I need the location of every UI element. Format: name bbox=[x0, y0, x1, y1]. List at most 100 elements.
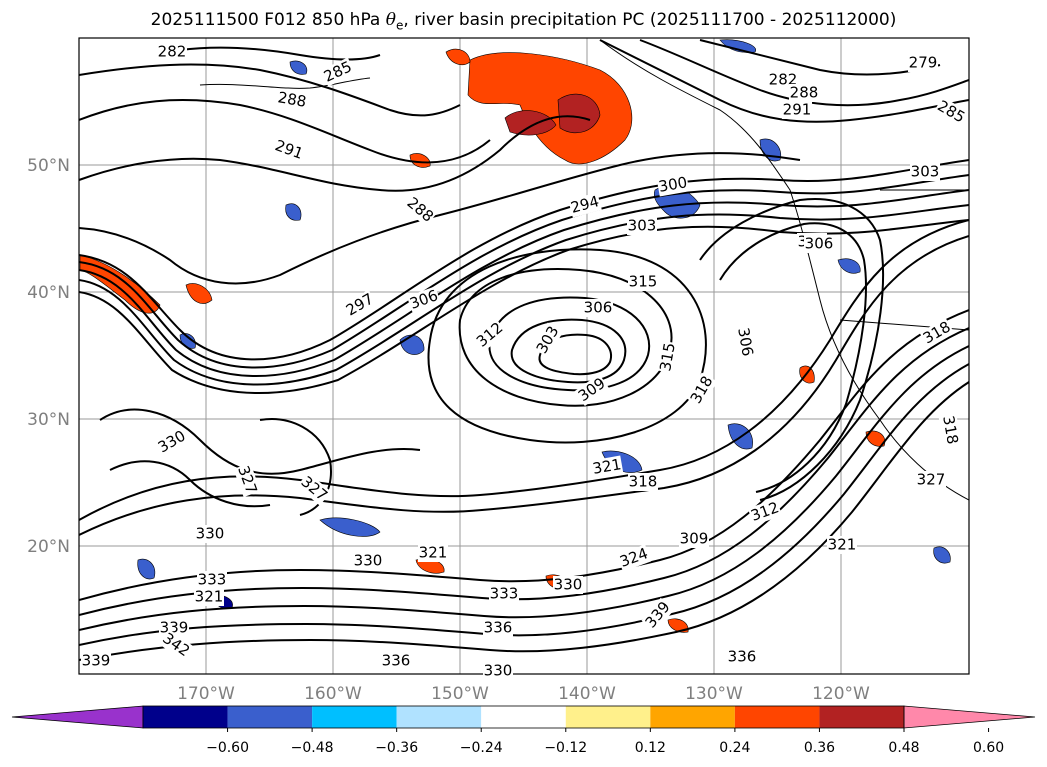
contour-label-bg bbox=[81, 652, 111, 670]
colorbar-segment bbox=[396, 706, 482, 728]
colorbar-segment bbox=[565, 706, 651, 728]
contour-label-bg bbox=[418, 544, 448, 562]
contour-label: 333 bbox=[198, 571, 227, 589]
colorbar-segment bbox=[481, 706, 566, 728]
contour-label-bg bbox=[590, 455, 624, 479]
contour-label-bg bbox=[406, 286, 442, 314]
contour-label: 279 bbox=[909, 54, 938, 72]
contour-label: 327 bbox=[917, 471, 946, 489]
colorbar-border bbox=[142, 705, 905, 729]
contour-label-bg bbox=[574, 374, 610, 406]
contour-label-bg bbox=[472, 318, 508, 352]
contour-label-bg bbox=[296, 472, 332, 506]
contour-label: 330 bbox=[354, 552, 383, 570]
contour-label-bg bbox=[583, 299, 613, 317]
contour-label-bg bbox=[158, 629, 194, 661]
contour-label: 330 bbox=[196, 525, 225, 543]
contour-label-bg bbox=[402, 193, 438, 227]
contour-label-bg bbox=[616, 544, 652, 572]
map-frame bbox=[78, 37, 970, 675]
contour-label: 306 bbox=[805, 235, 834, 253]
latitude-labels: 50°N 40°N 30°N 20°N bbox=[27, 156, 70, 557]
colorbar-tick-label: 0.60 bbox=[973, 740, 1004, 756]
title-prefix: 2025111500 F012 850 hPa bbox=[150, 10, 386, 30]
contour-label: 291 bbox=[783, 101, 812, 119]
contour-label: 315 bbox=[656, 341, 679, 372]
contour-label-bg bbox=[157, 43, 187, 61]
colorbar-tick-label: 0.36 bbox=[804, 740, 835, 756]
colorbar: −0.60 −0.48 −0.36 −0.24 −0.12 0.12 0.24 0.36 0.4… bbox=[11, 705, 1036, 756]
lon-label: 120°W bbox=[812, 684, 870, 704]
colorbar-tick-label: 0.12 bbox=[635, 740, 666, 756]
colorbar-tick-label: −0.12 bbox=[544, 740, 587, 756]
contour-label: 330 bbox=[554, 576, 583, 594]
colorbar-tick-label: −0.36 bbox=[375, 740, 418, 756]
colorbar-tick-label: 0.24 bbox=[719, 740, 750, 756]
contour-label: 339 bbox=[82, 652, 111, 670]
contour-label: 309 bbox=[680, 530, 709, 548]
longitude-labels: 170°W 160°W 150°W 140°W 130°W 120°W bbox=[177, 684, 870, 704]
contour-label-bg bbox=[381, 652, 411, 670]
contour-label-bg bbox=[194, 588, 224, 606]
contour-label-bg bbox=[154, 426, 190, 458]
contour-label-bg bbox=[686, 372, 718, 408]
colorbar-tick-label: 0.48 bbox=[888, 740, 919, 756]
contour-label: 303 bbox=[911, 163, 940, 181]
lat-label: 40°N bbox=[27, 283, 70, 303]
map-title: 2025111500 F012 850 hPa θe, river basin … bbox=[0, 10, 1047, 32]
contour-label-bg bbox=[271, 136, 307, 164]
contour-label-bg bbox=[483, 619, 513, 637]
contour-label-bg bbox=[938, 413, 962, 447]
contour-label-bg bbox=[628, 473, 658, 491]
precip-anomaly-fill bbox=[79, 39, 951, 633]
lon-label: 130°W bbox=[685, 684, 743, 704]
contour-label: 330 bbox=[484, 662, 513, 680]
contour-label-bg bbox=[656, 340, 680, 374]
contour-label-bg bbox=[353, 552, 383, 570]
contour-label-bg bbox=[679, 530, 709, 548]
lat-label: 20°N bbox=[27, 537, 70, 557]
contour-label: 333 bbox=[490, 585, 519, 603]
contour-label: 315 bbox=[629, 273, 658, 291]
contour-label: 336 bbox=[484, 619, 513, 637]
contour-label-bg bbox=[733, 325, 757, 359]
contour-label: 336 bbox=[382, 652, 411, 670]
contour-label: 288 bbox=[790, 84, 819, 102]
contour-label: 303 bbox=[628, 217, 657, 235]
title-theta-subscript: e bbox=[396, 18, 404, 33]
lon-label: 170°W bbox=[177, 684, 235, 704]
contour-label: 282 bbox=[158, 43, 187, 61]
contour-label-bg bbox=[747, 498, 783, 526]
contour-label-bg bbox=[320, 57, 356, 87]
colorbar-segment bbox=[734, 706, 820, 728]
colorbar-segment bbox=[819, 706, 904, 728]
colorbar-segment bbox=[143, 706, 228, 728]
contour-label-bg bbox=[789, 84, 819, 102]
lat-label: 30°N bbox=[27, 410, 70, 430]
contour-label: 306 bbox=[734, 326, 757, 357]
colorbar-tick-label: −0.60 bbox=[206, 740, 249, 756]
contour-label-bg bbox=[782, 101, 812, 119]
contour-label-bg bbox=[553, 576, 583, 594]
contour-label: 300 bbox=[657, 173, 688, 196]
contour-label: 336 bbox=[728, 648, 757, 666]
contour-label-bg bbox=[233, 462, 261, 498]
colorbar-segment bbox=[312, 706, 397, 728]
contour-label: 321 bbox=[591, 455, 622, 478]
contour-label-bg bbox=[916, 471, 946, 489]
contour-label-bg bbox=[532, 322, 564, 358]
contour-label: 318 bbox=[939, 414, 962, 445]
contour-label-bg bbox=[483, 662, 513, 680]
contour-label-bg bbox=[919, 317, 955, 349]
contour-label-bg bbox=[342, 289, 378, 321]
contour-label-bg bbox=[195, 525, 225, 543]
lon-label: 140°W bbox=[558, 684, 616, 704]
colorbar-segment bbox=[650, 706, 735, 728]
contour-label-bg bbox=[656, 173, 690, 197]
positive-anomaly-region bbox=[467, 52, 633, 165]
contour-label-bg bbox=[197, 571, 227, 589]
lon-label: 150°W bbox=[431, 684, 489, 704]
contour-label: 321 bbox=[828, 536, 857, 554]
colorbar-tick-label: −0.24 bbox=[460, 740, 503, 756]
